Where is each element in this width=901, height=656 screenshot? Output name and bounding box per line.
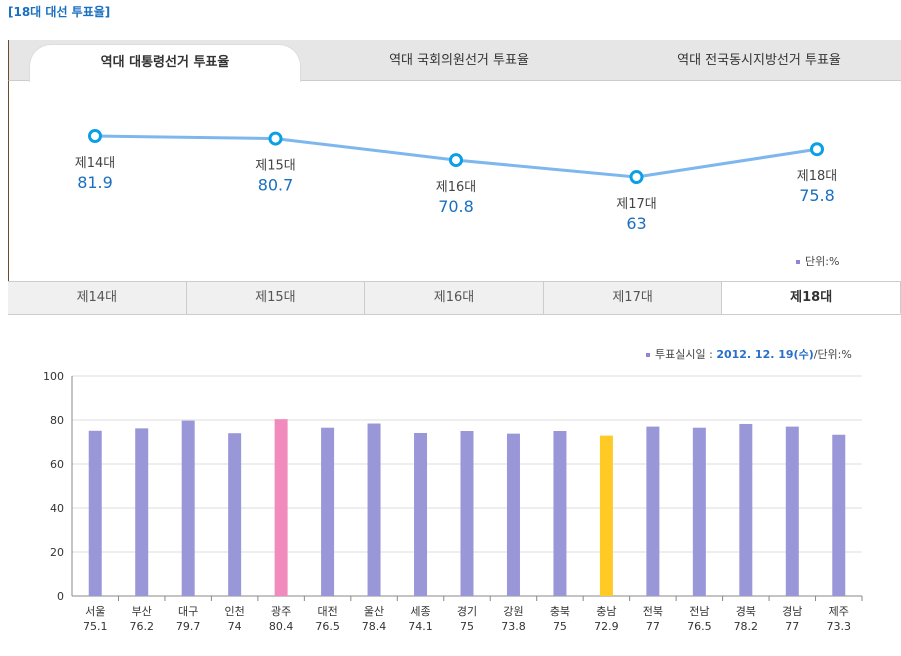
bar-value-label: 78.4 xyxy=(362,620,387,633)
tab-17[interactable]: 제17대 xyxy=(543,282,723,314)
tab-local-election[interactable]: 역대 전국동시지방선거 투표율 xyxy=(677,53,841,68)
bar-value-label: 78.2 xyxy=(734,620,759,633)
election-date: 2012. 12. 19(수) xyxy=(716,348,814,361)
x-tick-label: 경기 xyxy=(457,605,477,618)
bar-value-label: 75 xyxy=(553,620,567,633)
line-category-label: 제14대 xyxy=(75,156,115,171)
x-tick-label: 대전 xyxy=(317,605,337,618)
line-point xyxy=(88,129,102,143)
x-tick-label: 경남 xyxy=(782,605,802,618)
tab-presidential[interactable]: 역대 대통령선거 투표율 xyxy=(29,44,301,82)
bar xyxy=(460,431,474,596)
bar-value-label: 73.8 xyxy=(501,620,526,633)
bar-value-label: 77 xyxy=(785,620,799,633)
legend-label: 투표실시일 : xyxy=(655,348,717,361)
x-tick-label: 충남 xyxy=(596,605,616,618)
tab-18[interactable]: 제18대 xyxy=(722,282,901,314)
line-category-label: 제15대 xyxy=(255,159,295,174)
bar xyxy=(274,419,288,596)
x-tick-label: 전남 xyxy=(689,605,709,618)
bar xyxy=(692,427,706,596)
bar xyxy=(739,423,753,596)
legend-square-icon xyxy=(646,353,650,357)
bar xyxy=(88,430,102,596)
bar-legend: 투표실시일 : 2012. 12. 19(수)/단위:% xyxy=(646,346,852,362)
bar xyxy=(135,428,149,596)
bar-value-label: 74.1 xyxy=(408,620,433,633)
line-point xyxy=(268,131,283,146)
line-point xyxy=(629,170,644,185)
bar xyxy=(553,431,567,596)
line-value-label: 80.7 xyxy=(258,176,294,195)
x-tick-label: 세종 xyxy=(410,605,430,618)
bar-value-label: 77 xyxy=(646,620,660,633)
bar-value-label: 80.4 xyxy=(269,620,294,633)
bar-value-label: 73.3 xyxy=(827,620,852,633)
line-value-label: 63 xyxy=(626,214,646,233)
tab-15[interactable]: 제15대 xyxy=(186,282,366,314)
line-point xyxy=(449,153,463,168)
line-category-label: 제18대 xyxy=(797,169,837,184)
bar-value-label: 79.7 xyxy=(176,620,201,633)
x-tick-label: 서울 xyxy=(85,605,105,618)
bar xyxy=(228,433,242,596)
legend-square-icon xyxy=(796,260,800,264)
line-point xyxy=(810,142,824,157)
tab-national-assembly[interactable]: 역대 국회의원선거 투표율 xyxy=(389,53,529,68)
bar xyxy=(506,433,520,596)
y-tick-label: 80 xyxy=(50,414,64,427)
x-tick-label: 인천 xyxy=(225,604,245,618)
x-tick-label: 강원 xyxy=(503,605,523,618)
bar-value-label: 74 xyxy=(228,620,242,633)
bar-value-label: 76.2 xyxy=(129,620,154,633)
line-value-label: 75.8 xyxy=(799,186,835,205)
bar-value-label: 76.5 xyxy=(315,620,340,633)
y-tick-label: 100 xyxy=(43,370,64,383)
page-title: [18대 대선 투표율] xyxy=(8,5,111,19)
bar-value-label: 75 xyxy=(460,620,474,633)
bar-value-label: 75.1 xyxy=(83,620,108,633)
line-value-label: 81.9 xyxy=(77,173,113,192)
line-unit: 단위:% xyxy=(796,253,839,269)
x-tick-label: 제주 xyxy=(829,605,849,618)
bar xyxy=(414,432,428,596)
bar xyxy=(785,426,799,596)
y-tick-label: 20 xyxy=(50,546,64,559)
tab-14[interactable]: 제14대 xyxy=(8,282,187,314)
bar xyxy=(321,427,335,596)
bar xyxy=(832,434,846,596)
x-tick-label: 울산 xyxy=(364,605,384,618)
legend-unit: /단위:% xyxy=(813,348,852,361)
y-tick-label: 40 xyxy=(50,502,64,515)
x-tick-label: 광주 xyxy=(271,605,291,618)
y-tick-label: 60 xyxy=(50,458,64,471)
x-tick-label: 부산 xyxy=(132,605,152,618)
line-unit-text: 단위:% xyxy=(805,255,840,268)
line-category-label: 제17대 xyxy=(616,197,656,212)
line-value-label: 70.8 xyxy=(438,197,474,216)
line-category-label: 제16대 xyxy=(436,180,476,195)
bar xyxy=(599,435,613,596)
line-chart-area xyxy=(8,81,901,281)
x-tick-label: 충북 xyxy=(550,605,570,618)
bar xyxy=(181,420,195,596)
bar xyxy=(367,423,381,596)
y-tick-label: 0 xyxy=(57,590,64,603)
bar-value-label: 76.5 xyxy=(687,620,712,633)
x-tick-label: 전북 xyxy=(643,605,663,618)
election-tabs: 제14대 제15대 제16대 제17대 제18대 xyxy=(8,281,901,315)
x-tick-label: 대구 xyxy=(178,605,198,618)
x-tick-label: 경북 xyxy=(736,605,756,618)
bar xyxy=(646,426,660,596)
top-tab-bar: 역대 대통령선거 투표율 역대 국회의원선거 투표율 역대 전국동시지방선거 투… xyxy=(8,40,901,82)
tab-16[interactable]: 제16대 xyxy=(365,282,544,314)
bar-value-label: 72.9 xyxy=(594,620,619,633)
